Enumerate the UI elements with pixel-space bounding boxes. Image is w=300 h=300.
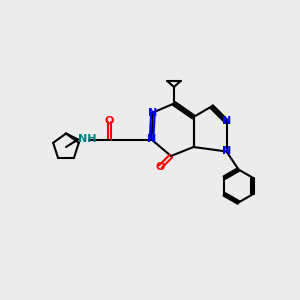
- Text: N: N: [222, 116, 231, 127]
- Text: N: N: [148, 107, 158, 118]
- Text: O: O: [105, 116, 114, 127]
- Text: N: N: [222, 146, 231, 157]
- Text: O: O: [156, 161, 165, 172]
- Text: N: N: [147, 134, 156, 145]
- Text: NH: NH: [78, 134, 96, 145]
